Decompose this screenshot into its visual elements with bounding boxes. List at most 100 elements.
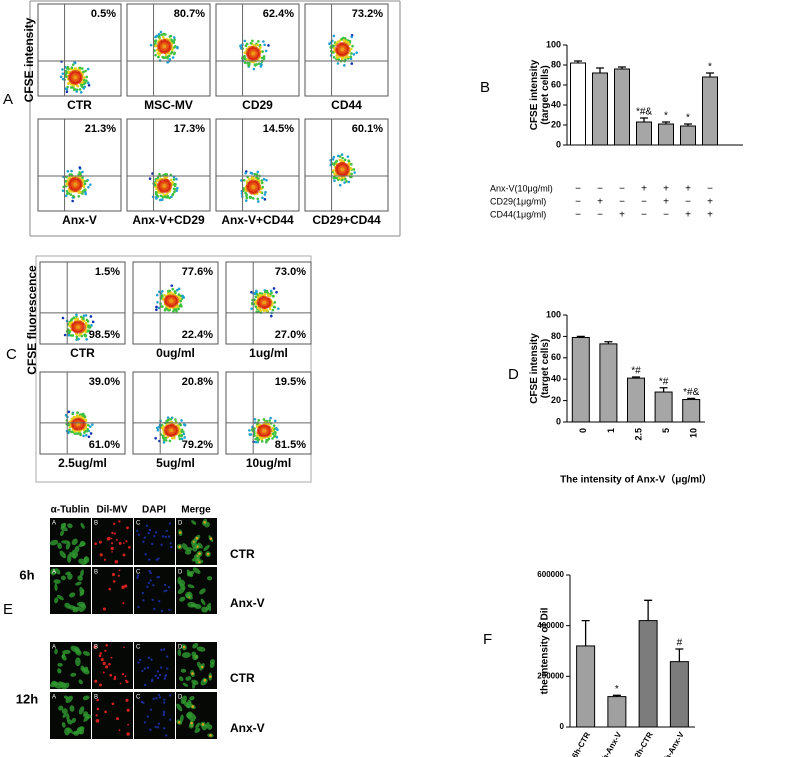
- cell-dot: [177, 308, 180, 311]
- cloud-core: [73, 75, 77, 79]
- cell-dot: [155, 39, 158, 42]
- nucleus: [150, 708, 152, 710]
- nucleus: [154, 726, 156, 728]
- cell-dot: [73, 432, 76, 435]
- cell-dot: [176, 187, 179, 190]
- cell-dot: [347, 155, 350, 158]
- cell-dot: [176, 46, 179, 49]
- cell-dot: [86, 430, 89, 433]
- tile-letter: B: [94, 521, 98, 527]
- nucleus: [144, 684, 146, 686]
- treatment-label: CD29(1μg/ml): [490, 196, 546, 206]
- treatment-sign: −: [663, 210, 669, 221]
- nucleus: [166, 530, 168, 532]
- vesicle: [123, 542, 125, 544]
- cell-dot: [149, 177, 152, 180]
- gate-percent: 62.4%: [263, 8, 294, 20]
- cell-dot: [273, 424, 276, 427]
- vesicle: [99, 541, 102, 544]
- cell-dot: [84, 189, 87, 192]
- gate-percent: 27.0%: [275, 329, 306, 341]
- treatment-sign: −: [597, 210, 603, 221]
- x-axis-label: The intensity of Anx-V（μg/ml）: [560, 473, 712, 486]
- y-tick-label: 40: [551, 99, 561, 109]
- gate-percent: 39.0%: [89, 376, 120, 388]
- cell-dot: [344, 178, 347, 181]
- cell-dot: [270, 292, 273, 295]
- cell-dot: [156, 427, 159, 430]
- significance: *#: [631, 366, 641, 377]
- plot-label: Anx-V+CD29: [132, 213, 205, 227]
- cell-dot: [173, 178, 176, 181]
- cell-dot: [173, 36, 176, 39]
- micrograph: B: [92, 642, 133, 689]
- cell-dot: [71, 431, 74, 434]
- cell-dot: [274, 420, 277, 423]
- vesicle: [105, 644, 108, 647]
- nucleus: [166, 655, 168, 657]
- bar: [639, 621, 657, 727]
- gate-percent: 17.3%: [174, 123, 205, 135]
- nucleus: [141, 670, 143, 672]
- treatment-sign: −: [597, 184, 603, 195]
- cell-dot: [157, 429, 160, 432]
- cell-dot: [79, 415, 82, 418]
- vesicle: [108, 663, 111, 666]
- cell-dot: [77, 85, 80, 88]
- cell-dot: [178, 288, 181, 291]
- cell-dot: [170, 418, 173, 421]
- cell-dot: [62, 189, 65, 192]
- cell-dot: [82, 317, 85, 320]
- cell-dot: [338, 177, 341, 180]
- cell-dot: [160, 31, 163, 34]
- vesicle: [127, 724, 129, 726]
- nucleus: [144, 536, 146, 538]
- vesicle: [110, 657, 112, 659]
- cell-dot: [155, 306, 158, 309]
- cell-dot: [257, 40, 260, 43]
- nucleus: [148, 570, 150, 572]
- cell-dot: [158, 33, 161, 36]
- cell-dot: [85, 79, 88, 82]
- tile-letter: A: [52, 521, 56, 527]
- cell-dot: [254, 293, 257, 296]
- bar: [600, 344, 617, 422]
- y-tick-label: 0: [556, 416, 561, 426]
- bar: [571, 63, 586, 145]
- cell-dot: [82, 71, 85, 74]
- cell-dot: [67, 334, 70, 337]
- cell-dot: [74, 318, 77, 321]
- y-tick-label: 80: [551, 59, 561, 69]
- cell-dot: [170, 179, 173, 182]
- cell-dot: [70, 170, 73, 173]
- nucleus: [157, 726, 159, 728]
- nucleus: [163, 648, 165, 650]
- cell-dot: [158, 54, 161, 57]
- significance: *#: [659, 376, 669, 387]
- nucleus: [151, 678, 153, 680]
- cell-dot: [254, 418, 257, 421]
- cell-dot: [156, 294, 159, 297]
- nucleus: [166, 667, 168, 669]
- cell-dot: [333, 179, 336, 182]
- cell-dot: [243, 57, 246, 60]
- cell-dot: [181, 295, 184, 298]
- nucleus: [148, 532, 150, 534]
- cell-dot: [263, 43, 266, 46]
- cell-dot: [264, 193, 267, 196]
- cell-dot: [251, 40, 254, 43]
- nucleus: [156, 559, 158, 561]
- treatment-label: Anx-V(10μg/ml): [490, 183, 553, 193]
- tile-letter: C: [136, 695, 141, 701]
- vesicle: [118, 520, 120, 522]
- vesicle: [114, 677, 117, 680]
- significance: *#&: [683, 387, 699, 398]
- cell-dot: [174, 188, 177, 191]
- y-tick-label: 0: [560, 722, 565, 731]
- cell-dot: [343, 64, 346, 67]
- nucleus: [163, 698, 165, 700]
- cell-dot: [244, 40, 247, 43]
- cell-dot: [84, 183, 87, 186]
- treatment-sign: −: [575, 210, 581, 221]
- cell-dot: [249, 196, 252, 199]
